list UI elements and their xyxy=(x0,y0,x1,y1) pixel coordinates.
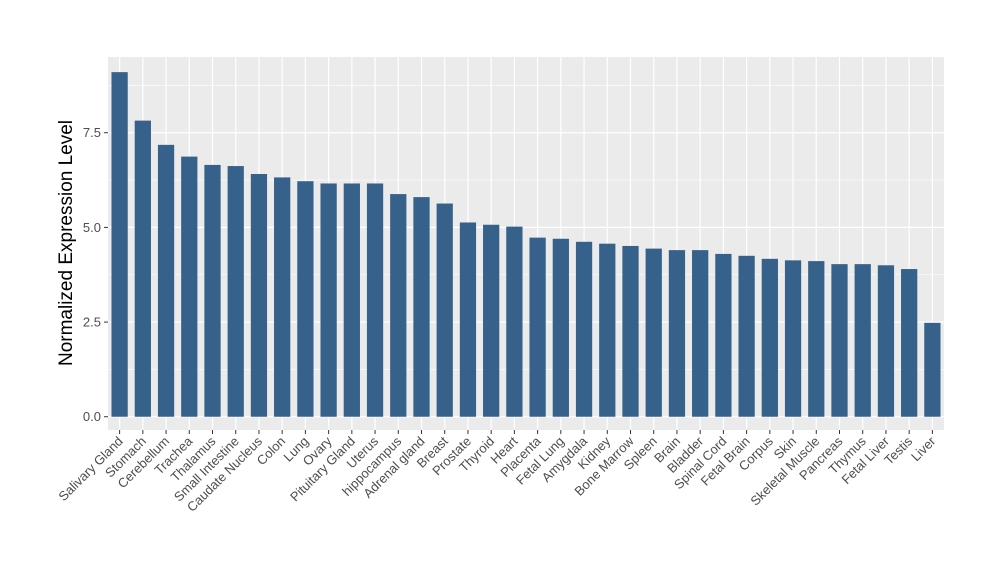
bar xyxy=(854,264,871,417)
x-tick-label: Liver xyxy=(908,433,939,464)
bar xyxy=(390,194,407,417)
bar xyxy=(413,197,430,417)
y-axis: 0.0 2.5 5.0 7.5 xyxy=(83,125,108,424)
bar xyxy=(250,174,268,417)
bar xyxy=(366,183,384,417)
bar xyxy=(343,183,360,417)
bars xyxy=(111,72,941,417)
bar xyxy=(831,264,848,417)
bar xyxy=(297,181,314,417)
bar xyxy=(645,248,662,417)
bar xyxy=(877,265,895,417)
bar xyxy=(692,250,709,417)
bar xyxy=(529,237,546,417)
bar xyxy=(320,183,337,417)
bar xyxy=(111,72,128,417)
bar xyxy=(459,222,477,417)
y-axis-label: Normalized Expression Level xyxy=(56,120,77,366)
bar xyxy=(924,322,941,417)
bar xyxy=(134,120,151,417)
bar xyxy=(483,224,500,417)
bar xyxy=(157,144,175,417)
bar xyxy=(784,260,802,417)
bar xyxy=(668,250,686,417)
bar xyxy=(715,253,732,417)
bar xyxy=(599,243,616,417)
bar xyxy=(622,245,639,417)
bar xyxy=(738,255,755,417)
bar xyxy=(204,164,221,417)
bar xyxy=(227,166,244,417)
bar xyxy=(575,241,593,417)
bar xyxy=(761,258,778,417)
x-axis: Salivary GlandStomachCerebellumTracheaTh… xyxy=(55,430,939,515)
y-tick-label: 5.0 xyxy=(83,220,101,235)
bar xyxy=(901,269,918,417)
bar xyxy=(436,203,453,417)
y-tick-label: 2.5 xyxy=(83,315,101,330)
y-tick-label: 7.5 xyxy=(83,125,101,140)
bar xyxy=(506,226,523,417)
bar xyxy=(552,238,569,417)
y-tick-label: 0.0 xyxy=(83,409,101,424)
panel-background xyxy=(108,57,944,430)
bar xyxy=(808,261,825,417)
bar xyxy=(181,156,198,417)
bar xyxy=(274,177,291,417)
